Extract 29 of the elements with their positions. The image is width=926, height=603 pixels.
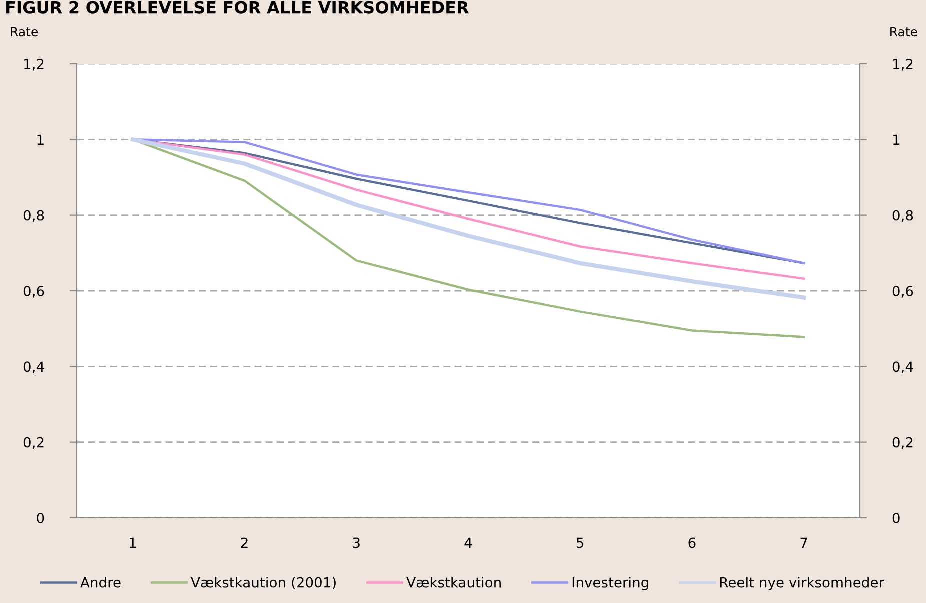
legend-label: Investering: [572, 577, 648, 590]
y2-tick-label: 0: [892, 512, 900, 524]
y-tick-label: 0: [37, 512, 44, 524]
y2-tick-label: 0,2: [892, 437, 913, 450]
y-tick-label: 0,2: [24, 437, 44, 450]
x-tick-label: 4: [464, 538, 472, 548]
y-tick-label: 0,4: [24, 362, 44, 374]
y2-tick-label: 0,8: [892, 210, 914, 222]
y-tick-label: 0,6: [24, 286, 44, 298]
legend-label: Vækstkaution (2001): [191, 577, 336, 590]
y-tick-label: 1: [38, 134, 44, 145]
y2-tick-label: 0,6: [892, 286, 914, 298]
x-tick-label: 3: [353, 538, 360, 548]
x-tick-label: 1: [130, 538, 136, 548]
legend-label: Andre: [80, 577, 121, 588]
legend-label: Vækstkaution: [406, 577, 501, 588]
legend-label: Reelt nye virksomheder: [720, 577, 884, 590]
y2-axis-title: Rate: [890, 27, 918, 37]
y-tick-label: 1,2: [24, 58, 44, 71]
y-tick-label: 0,8: [24, 210, 44, 222]
y2-tick-label: 1: [893, 134, 900, 145]
y-axis-title: Rate: [11, 27, 38, 37]
x-tick-label: 6: [688, 538, 696, 548]
y2-tick-label: 1,2: [893, 58, 913, 71]
chart-title: FIGUR 2 OVERLEVELSE FOR ALLE VIRKSOMHEDER: [6, 1, 469, 14]
x-tick-label: 5: [577, 538, 584, 548]
x-tick-label: 7: [800, 538, 808, 548]
x-tick-label: 2: [241, 538, 248, 548]
y2-tick-label: 0,4: [892, 362, 914, 374]
